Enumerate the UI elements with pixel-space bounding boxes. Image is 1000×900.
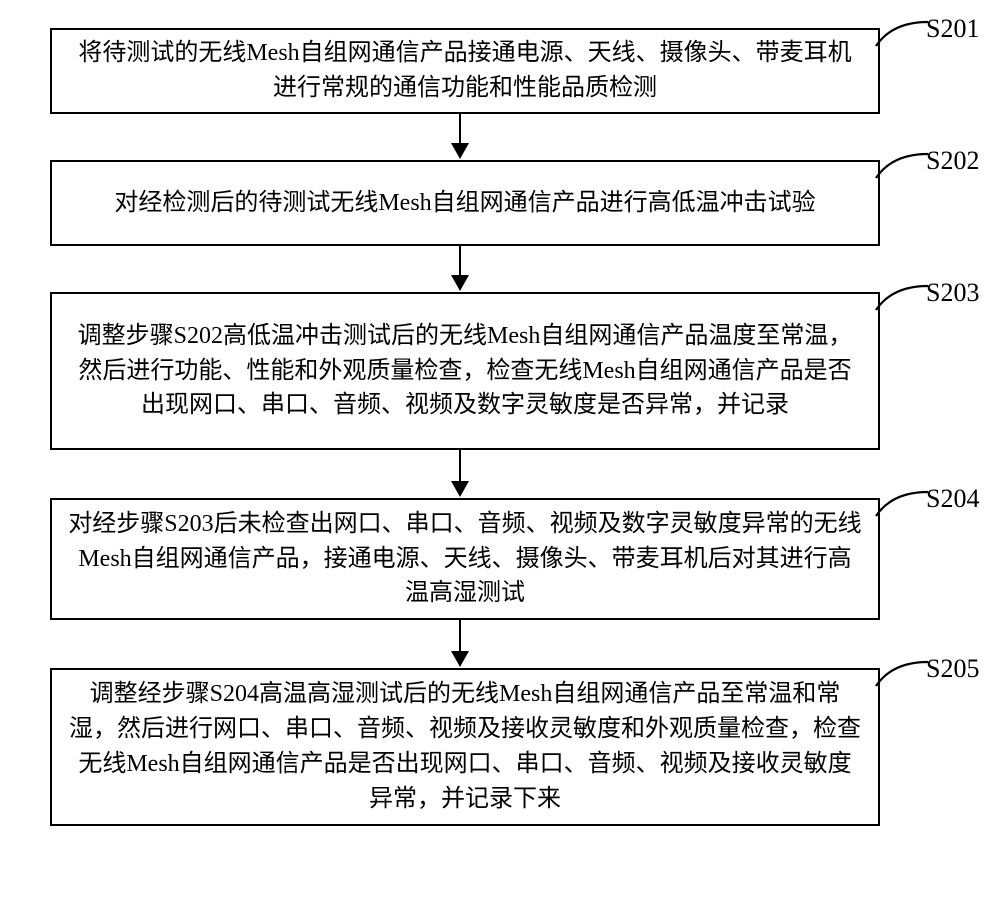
step-row: 调整经步骤S204高温高湿测试后的无线Mesh自组网通信产品至常温和常湿，然后进… <box>0 668 1000 826</box>
arrow-line <box>459 620 461 652</box>
step-label: S203 <box>926 278 979 308</box>
step-label: S205 <box>926 654 979 684</box>
step-box-s204: 对经步骤S203后未检查出网口、串口、音频、视频及数字灵敏度异常的无线Mesh自… <box>50 498 880 620</box>
step-row: 调整步骤S202高低温冲击测试后的无线Mesh自组网通信产品温度至常温，然后进行… <box>0 292 1000 450</box>
curve-icon <box>874 18 934 48</box>
arrow-line <box>459 114 461 144</box>
step-text: 对经步骤S203后未检查出网口、串口、音频、视频及数字灵敏度异常的无线Mesh自… <box>68 507 862 611</box>
step-label: S204 <box>926 484 979 514</box>
step-label: S201 <box>926 14 979 44</box>
arrow-head-icon <box>451 481 469 497</box>
arrow-head-icon <box>451 143 469 159</box>
step-row: 将待测试的无线Mesh自组网通信产品接通电源、天线、摄像头、带麦耳机进行常规的通… <box>0 28 1000 114</box>
step-box-s205: 调整经步骤S204高温高湿测试后的无线Mesh自组网通信产品至常温和常湿，然后进… <box>50 668 880 826</box>
step-box-s202: 对经检测后的待测试无线Mesh自组网通信产品进行高低温冲击试验 <box>50 160 880 246</box>
step-label: S202 <box>926 146 979 176</box>
arrow-line <box>459 450 461 482</box>
flowchart-container: 将待测试的无线Mesh自组网通信产品接通电源、天线、摄像头、带麦耳机进行常规的通… <box>0 0 1000 900</box>
curve-icon <box>874 658 934 688</box>
step-text: 调整经步骤S204高温高湿测试后的无线Mesh自组网通信产品至常温和常湿，然后进… <box>68 677 862 816</box>
arrow-line <box>459 246 461 276</box>
step-row: 对经步骤S203后未检查出网口、串口、音频、视频及数字灵敏度异常的无线Mesh自… <box>0 498 1000 620</box>
curve-icon <box>874 488 934 518</box>
curve-icon <box>874 150 934 180</box>
step-text: 调整步骤S202高低温冲击测试后的无线Mesh自组网通信产品温度至常温，然后进行… <box>68 319 862 423</box>
step-text: 将待测试的无线Mesh自组网通信产品接通电源、天线、摄像头、带麦耳机进行常规的通… <box>68 36 862 106</box>
curve-icon <box>874 282 934 312</box>
arrow-head-icon <box>451 651 469 667</box>
arrow-head-icon <box>451 275 469 291</box>
step-text: 对经检测后的待测试无线Mesh自组网通信产品进行高低温冲击试验 <box>114 186 815 221</box>
step-box-s203: 调整步骤S202高低温冲击测试后的无线Mesh自组网通信产品温度至常温，然后进行… <box>50 292 880 450</box>
step-row: 对经检测后的待测试无线Mesh自组网通信产品进行高低温冲击试验 S202 <box>0 160 1000 246</box>
step-box-s201: 将待测试的无线Mesh自组网通信产品接通电源、天线、摄像头、带麦耳机进行常规的通… <box>50 28 880 114</box>
